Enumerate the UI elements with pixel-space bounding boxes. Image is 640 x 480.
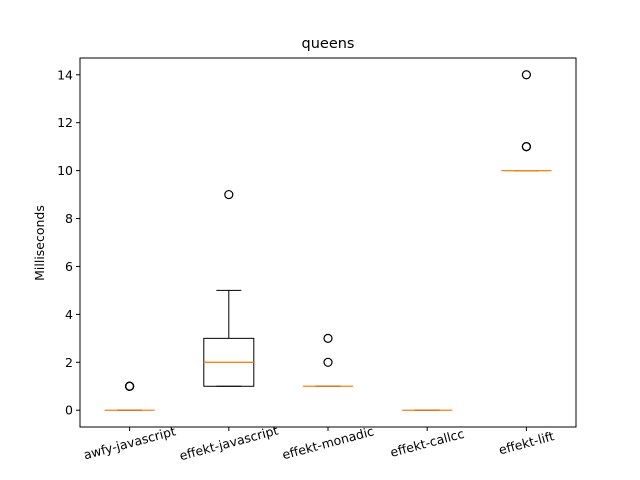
y-tick-label: 2 [65,355,73,370]
y-tick-label: 8 [65,211,73,226]
chart-title: queens [302,36,355,52]
y-tick-label: 4 [65,307,73,322]
plot-frame [79,57,577,428]
y-axis-label: Milliseconds [32,205,47,281]
outlier-point [521,142,532,152]
y-tick-label: 12 [57,115,73,130]
outlier-point [224,189,234,200]
outlier-point [323,357,333,367]
y-tick-label: 0 [65,403,73,418]
outlier-point [125,381,135,391]
outlier-point [521,70,532,80]
y-tick-label: 10 [57,163,73,178]
x-tick-label: effekt-lift [497,428,556,457]
y-tick-label: 14 [57,67,73,82]
y-tick-label: 6 [65,259,73,274]
outlier-point [323,333,333,343]
